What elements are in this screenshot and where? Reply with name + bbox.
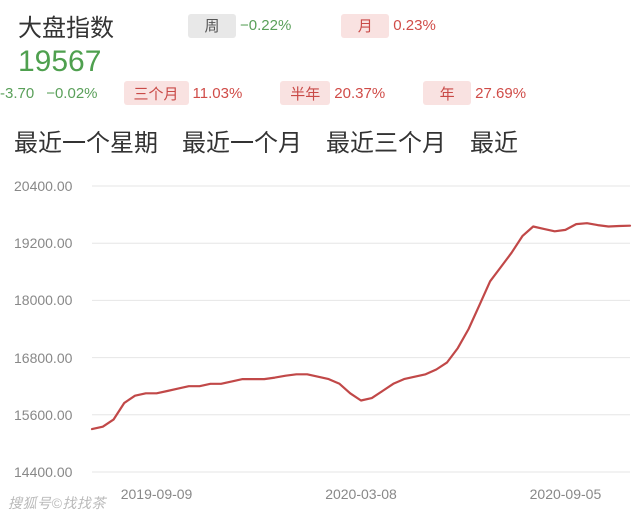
y-axis-label: 18000.00 <box>14 292 72 308</box>
tab-range[interactable]: 最近三个月 <box>326 123 446 158</box>
y-axis-label: 19200.00 <box>14 235 72 251</box>
period-pill[interactable]: 半年 <box>280 81 330 105</box>
period-pill[interactable]: 周 <box>188 14 236 38</box>
tab-range[interactable]: 最近 <box>470 123 518 158</box>
y-axis-label: 15600.00 <box>14 407 72 423</box>
index-line-chart: 14400.00 15600.00 16800.00 18000.00 19200.00… <box>0 172 640 512</box>
page-title: 大盘指数 <box>18 8 114 43</box>
watermark-text: 搜狐号©找找茶 <box>8 493 106 513</box>
period-pill[interactable]: 三个月 <box>124 81 189 105</box>
period-pill[interactable]: 年 <box>423 81 471 105</box>
period-pct: 11.03% <box>193 85 243 102</box>
y-axis-label: 14400.00 <box>14 464 72 480</box>
y-axis-label: 16800.00 <box>14 350 72 366</box>
period-pct: 27.69% <box>475 85 526 102</box>
x-axis-label: 2020-09-05 <box>530 486 602 502</box>
period-stats-row1: 周−0.22% 月0.23% <box>182 14 476 38</box>
change-absolute: -3.70 <box>0 85 34 102</box>
period-stats-row2: 三个月11.03% 半年20.37% 年27.69% <box>118 81 555 105</box>
time-range-tabs: 最近一个星期最近一个月最近三个月最近 <box>0 105 640 166</box>
y-axis-label: 20400.00 <box>14 178 72 194</box>
period-pct: −0.22% <box>240 17 291 34</box>
period-pct: 20.37% <box>334 85 385 102</box>
x-axis-label: 2019-09-09 <box>121 486 193 502</box>
index-value: 19567 <box>18 45 622 79</box>
tab-range[interactable]: 最近一个星期 <box>14 123 158 158</box>
period-pct: 0.23% <box>393 17 436 34</box>
x-axis-label: 2020-03-08 <box>325 486 397 502</box>
change-percent: −0.02% <box>46 85 97 102</box>
period-pill[interactable]: 月 <box>341 14 389 38</box>
tab-range[interactable]: 最近一个月 <box>182 123 302 158</box>
